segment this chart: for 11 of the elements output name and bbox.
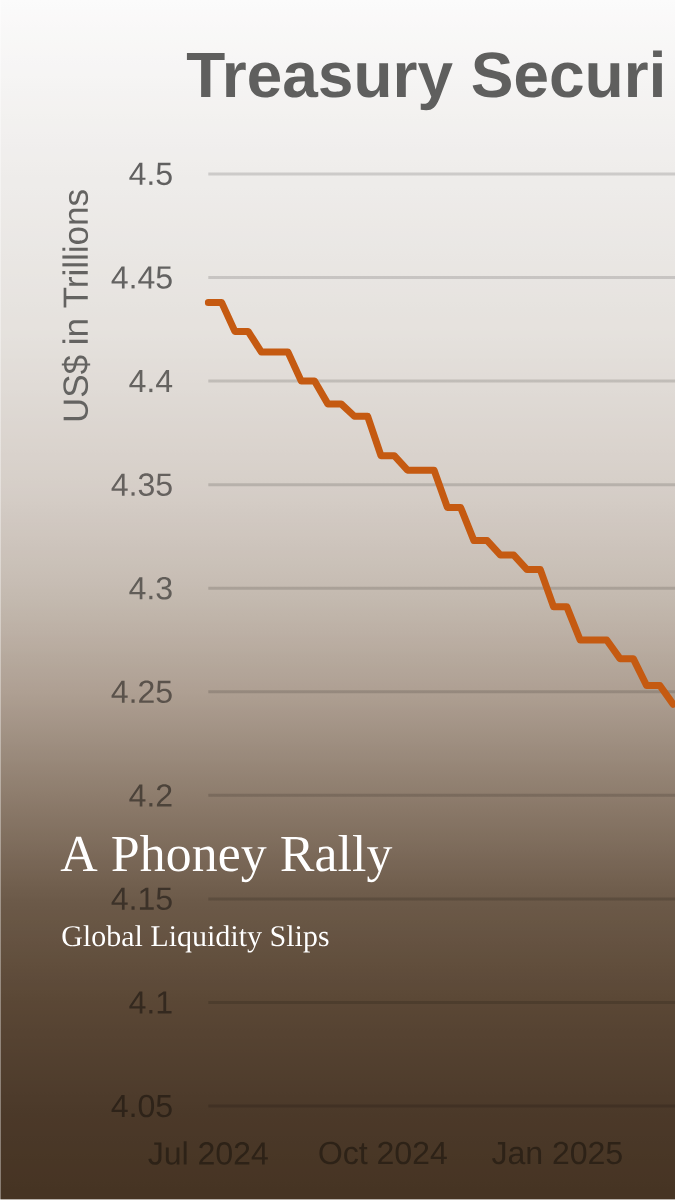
y-tick-label: 4.35 <box>111 473 172 496</box>
annotation: A Phoney Rally <box>60 834 393 883</box>
y-tick-label: 4.3 <box>129 576 172 600</box>
y-axis-title: US$ in Trillions <box>61 190 91 421</box>
y-tick-label: 4.5 <box>129 162 172 186</box>
chart-title: Treasury Securi <box>186 50 662 111</box>
y-tick-label: 4.25 <box>111 680 172 704</box>
y-tick-label: 4.2 <box>129 784 172 807</box>
y-tick-label: 4.45 <box>111 266 172 289</box>
annotation: Global Liquidity Slips <box>62 925 329 953</box>
y-tick-label: 4.4 <box>129 370 173 393</box>
